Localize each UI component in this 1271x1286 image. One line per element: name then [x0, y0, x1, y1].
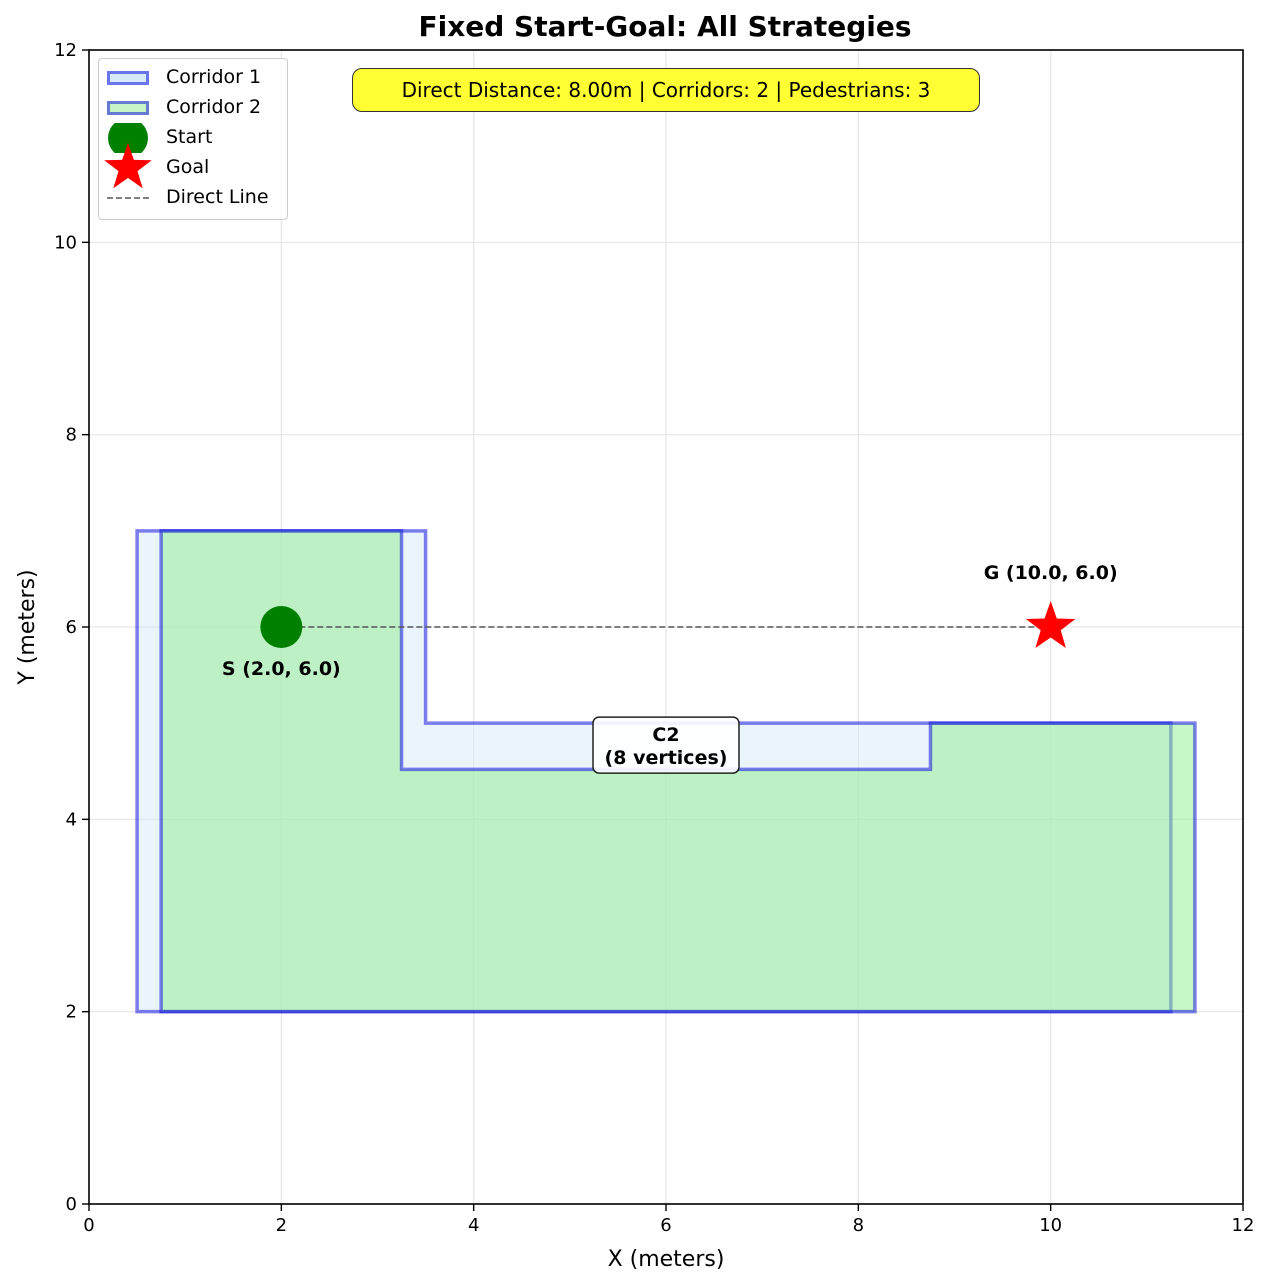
legend-swatch-corridor-2 [107, 101, 149, 115]
axis-ticks: 0 2 4 6 8 10 12 0 2 4 6 8 10 12 [54, 40, 1254, 1236]
legend-item-start: Start [99, 123, 287, 153]
legend-swatch-corridor-1 [107, 71, 149, 85]
y-tick-label: 0 [66, 1194, 77, 1215]
legend-label-corridor-2: Corridor 2 [166, 96, 262, 118]
x-tick-label: 4 [468, 1215, 479, 1236]
y-tick-label: 8 [66, 425, 77, 446]
legend-item-direct-line: Direct Line [99, 183, 287, 213]
legend-label-corridor-1: Corridor 1 [166, 66, 262, 88]
y-tick-label: 10 [54, 232, 77, 253]
marker-layer [260, 601, 1076, 648]
start-label: S (2.0, 6.0) [222, 658, 341, 680]
x-tick-label: 0 [83, 1215, 94, 1236]
info-box: Direct Distance: 8.00m | Corridors: 2 | … [352, 68, 980, 112]
start-marker [260, 606, 303, 648]
y-tick-label: 2 [66, 1002, 77, 1023]
goal-label: G (10.0, 6.0) [984, 562, 1118, 584]
legend-item-corridor-1: Corridor 1 [99, 63, 287, 93]
x-axis-label: X (meters) [608, 1247, 725, 1272]
corridor-annotation-vertices: (8 vertices) [605, 747, 728, 769]
legend-label-start: Start [166, 126, 213, 148]
y-tick-label: 12 [54, 40, 77, 61]
corridor-annotation-title: C2 [652, 724, 679, 746]
y-tick-label: 6 [66, 617, 77, 638]
legend: Corridor 1 Corridor 2 Start Goal Direct … [98, 58, 288, 220]
legend-label-goal: Goal [166, 156, 210, 178]
goal-marker [1025, 601, 1076, 648]
x-tick-label: 12 [1232, 1215, 1255, 1236]
corridor-annotation-box [592, 716, 740, 774]
y-tick-label: 4 [66, 809, 77, 830]
legend-label-direct-line: Direct Line [166, 186, 269, 208]
x-tick-label: 10 [1039, 1215, 1062, 1236]
info-text: Direct Distance: 8.00m | Corridors: 2 | … [401, 78, 931, 102]
legend-goal-marker [104, 143, 152, 189]
y-axis-label: Y (meters) [15, 569, 40, 685]
annotation-layer: S (2.0, 6.0) G (10.0, 6.0) C2(8 vertices) [222, 562, 1118, 774]
legend-item-corridor-2: Corridor 2 [99, 93, 287, 123]
x-tick-label: 8 [853, 1215, 864, 1236]
x-tick-label: 6 [660, 1215, 671, 1236]
chart-title: Fixed Start-Goal: All Strategies [418, 10, 911, 43]
legend-start-marker [108, 123, 148, 153]
legend-item-goal: Goal [99, 143, 287, 189]
x-tick-label: 2 [276, 1215, 287, 1236]
legend-direct-line-marker [107, 197, 149, 199]
